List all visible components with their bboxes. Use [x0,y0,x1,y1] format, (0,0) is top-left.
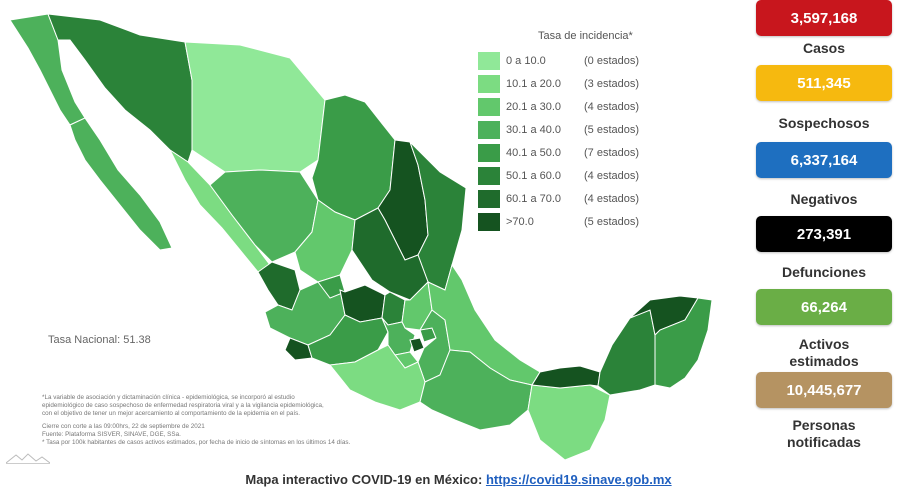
stat-sospechosos-box: 511,345 [756,65,892,101]
legend-count: (3 estados) [584,78,640,90]
interactive-map-caption: Mapa interactivo COVID-19 en México: htt… [0,472,917,487]
stat-label: Casos [802,40,846,56]
legend-count: (0 estados) [584,55,640,67]
stat-label: Defunciones [781,264,866,280]
legend-range: 50.1 a 60.0 [506,170,562,182]
legend-row: 10.1 a 20.0 (3 estados) [478,75,658,97]
footnote-line: Cierre con corte a las 09:00hrs, 22 de s… [42,423,205,430]
legend-swatch [478,144,500,162]
legend-count: (5 estados) [584,216,640,228]
state-chiapas[interactable] [527,384,611,461]
legend-row: >70.0 (5 estados) [478,213,658,235]
state-campeche[interactable] [597,309,656,396]
caption-prefix: Mapa interactivo COVID-19 en México: [245,472,486,487]
legend-swatch [478,121,500,139]
legend-swatch [478,167,500,185]
legend-row: 20.1 a 30.0 (4 estados) [478,98,658,120]
stat-value: 10,445,677 [786,381,862,399]
legend-row: 0 a 10.0 (0 estados) [478,52,658,74]
legend-swatch [478,213,500,231]
legend-title: Tasa de incidencia* [538,30,633,42]
stat-label: Negativos [790,191,858,207]
legend-count: (4 estados) [584,101,640,113]
legend-swatch [478,75,500,93]
national-rate: Tasa Nacional: 51.38 [48,334,151,346]
stat-activos-box: 66,264 [756,289,892,325]
stat-value: 273,391 [796,225,852,243]
legend-swatch [478,52,500,70]
state-tabasco[interactable] [531,365,601,389]
stat-value: 6,337,164 [790,151,858,169]
state-zacatecas[interactable] [294,199,356,283]
legend-count: (4 estados) [584,170,640,182]
legend-swatch [478,98,500,116]
legend-range: 30.1 a 40.0 [506,124,562,136]
state-guerrero[interactable] [329,344,426,411]
state-quintana-roo[interactable] [654,297,713,389]
legend-count: (7 estados) [584,147,640,159]
stat-personas-box: 10,445,677 [756,372,892,408]
legend-range: 10.1 a 20.0 [506,78,562,90]
stat-value: 3,597,168 [790,9,858,27]
legend-range: 0 a 10.0 [506,55,546,67]
state-baja-california-sur[interactable] [69,117,173,251]
mexico-incidence-map [9,13,713,461]
state-colima[interactable] [284,337,313,361]
stat-label: Activos estimados [789,336,859,369]
legend-range: >70.0 [506,216,534,228]
legend-count: (4 estados) [584,193,640,205]
footnote-line: Fuente: Plataforma SISVER, SINAVE, DGE, … [42,431,181,438]
footnote-line: epidemiológico de caso sospechoso de enf… [42,402,324,409]
footnote-block: *La variable de asociación y dictaminaci… [42,394,382,447]
legend-range: 60.1 a 70.0 [506,193,562,205]
state-ciudad-de-mexico[interactable] [409,337,425,353]
covid-map-link[interactable]: https://covid19.sinave.gob.mx [485,472,672,487]
stat-label: Sospechosos [778,115,870,131]
legend-row: 40.1 a 50.0 (7 estados) [478,144,658,166]
mountain-logo-icon [6,453,50,464]
legend-row: 30.1 a 40.0 (5 estados) [478,121,658,143]
legend-range: 40.1 a 50.0 [506,147,562,159]
stat-label: Personas notificadas [787,417,861,450]
legend-count: (5 estados) [584,124,640,136]
stat-value: 66,264 [801,298,847,316]
footnote-line: * Tasa por 100k habitantes de casos acti… [42,439,351,446]
legend-row: 50.1 a 60.0 (4 estados) [478,167,658,189]
stat-negativos-box: 6,337,164 [756,142,892,178]
stat-casos-box: 3,597,168 [756,0,892,36]
stat-value: 511,345 [797,74,851,92]
legend-row: 60.1 a 70.0 (4 estados) [478,190,658,212]
legend-range: 20.1 a 30.0 [506,101,562,113]
state-san-luis-potosi[interactable] [351,207,429,301]
footnote-line: con el objetivo de tener un mejor acerca… [42,410,300,417]
state-nayarit[interactable] [257,261,301,311]
state-chihuahua[interactable] [184,41,326,173]
stat-defunciones-box: 273,391 [756,216,892,252]
footnote-line: *La variable de asociación y dictaminaci… [42,394,295,401]
legend-swatch [478,190,500,208]
